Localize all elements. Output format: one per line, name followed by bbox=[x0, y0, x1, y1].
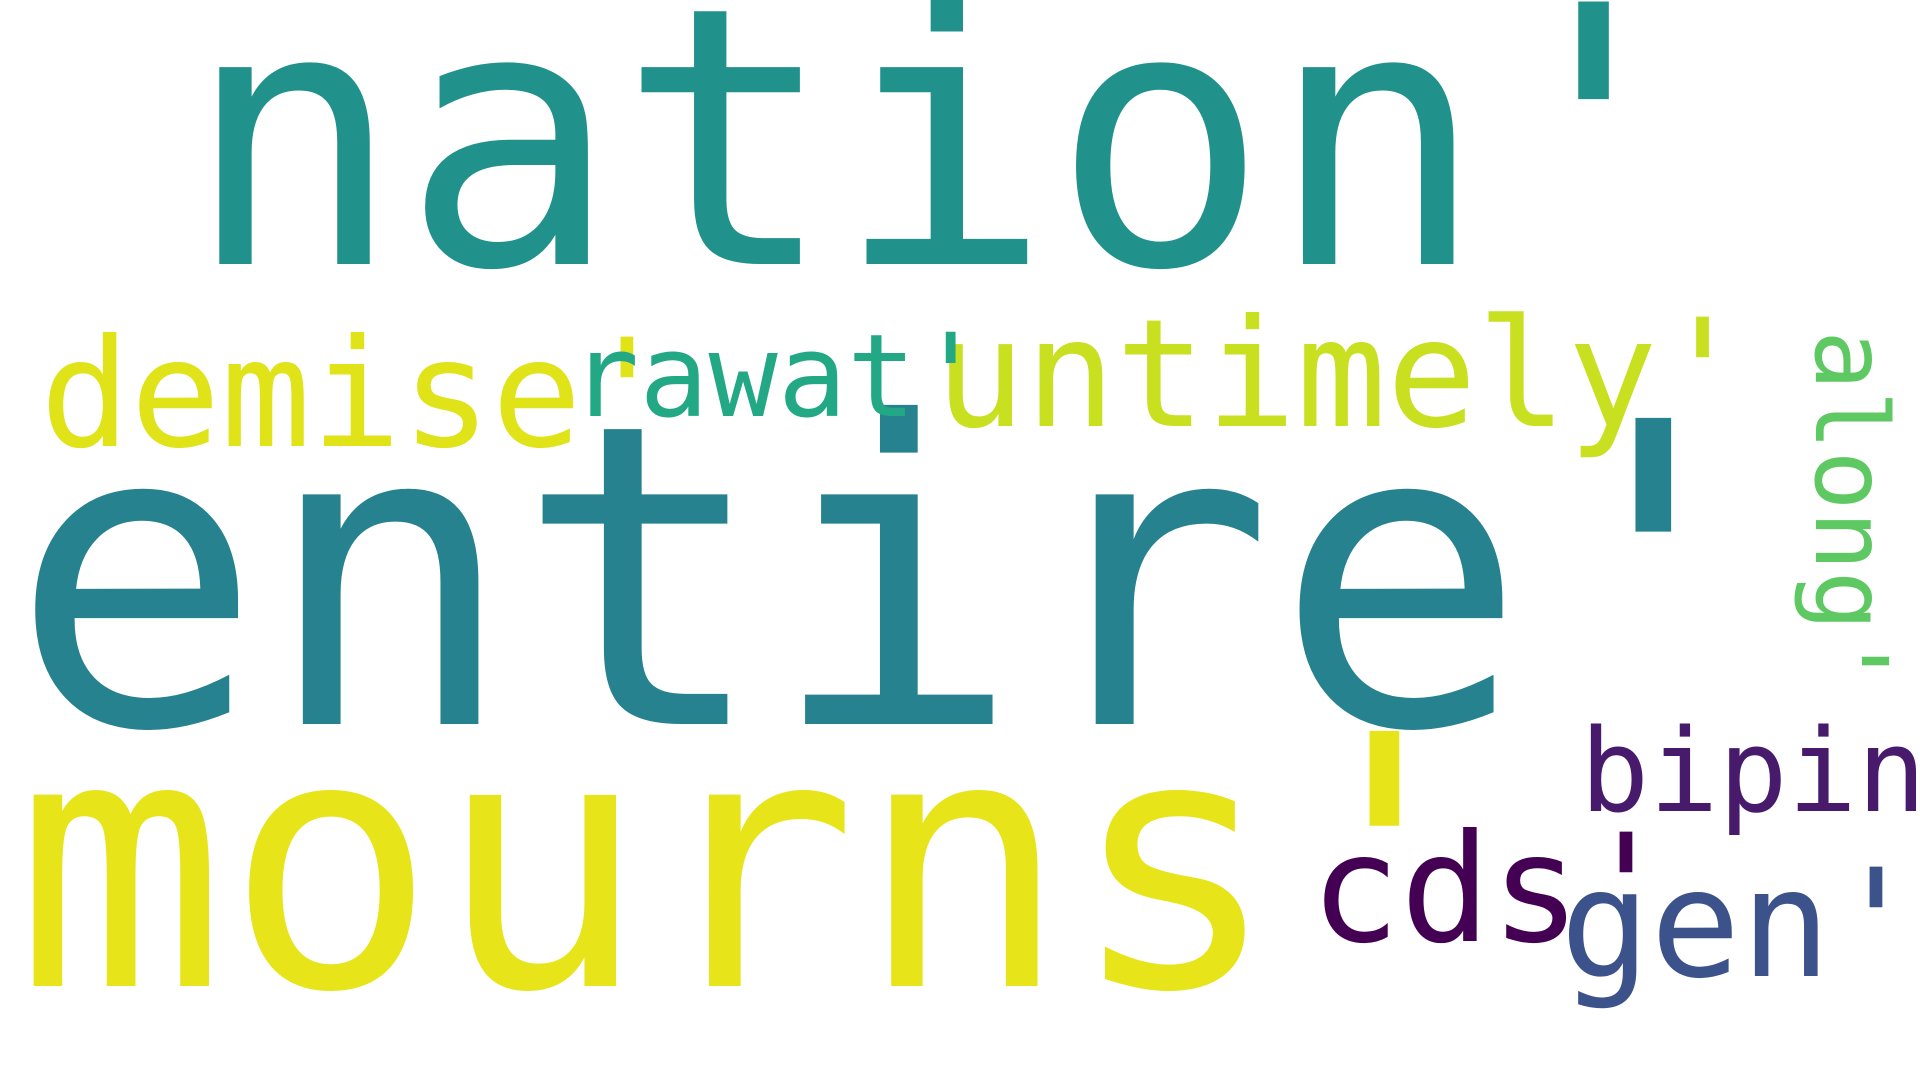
word-rawat: rawat' bbox=[570, 310, 986, 444]
word-along: along' bbox=[1792, 330, 1909, 692]
word-bipin: bipin' bbox=[1580, 705, 1920, 839]
word-untimely: untimely' bbox=[935, 288, 1748, 462]
word-nation: nation' bbox=[185, 0, 1703, 349]
word-gen: gen' bbox=[1560, 838, 1920, 1012]
word-demise: demise' bbox=[40, 308, 673, 482]
word-cds: cds' bbox=[1310, 803, 1672, 977]
word-entire: entire' bbox=[10, 335, 1781, 824]
word-mourns: mourns' bbox=[15, 661, 1491, 1069]
